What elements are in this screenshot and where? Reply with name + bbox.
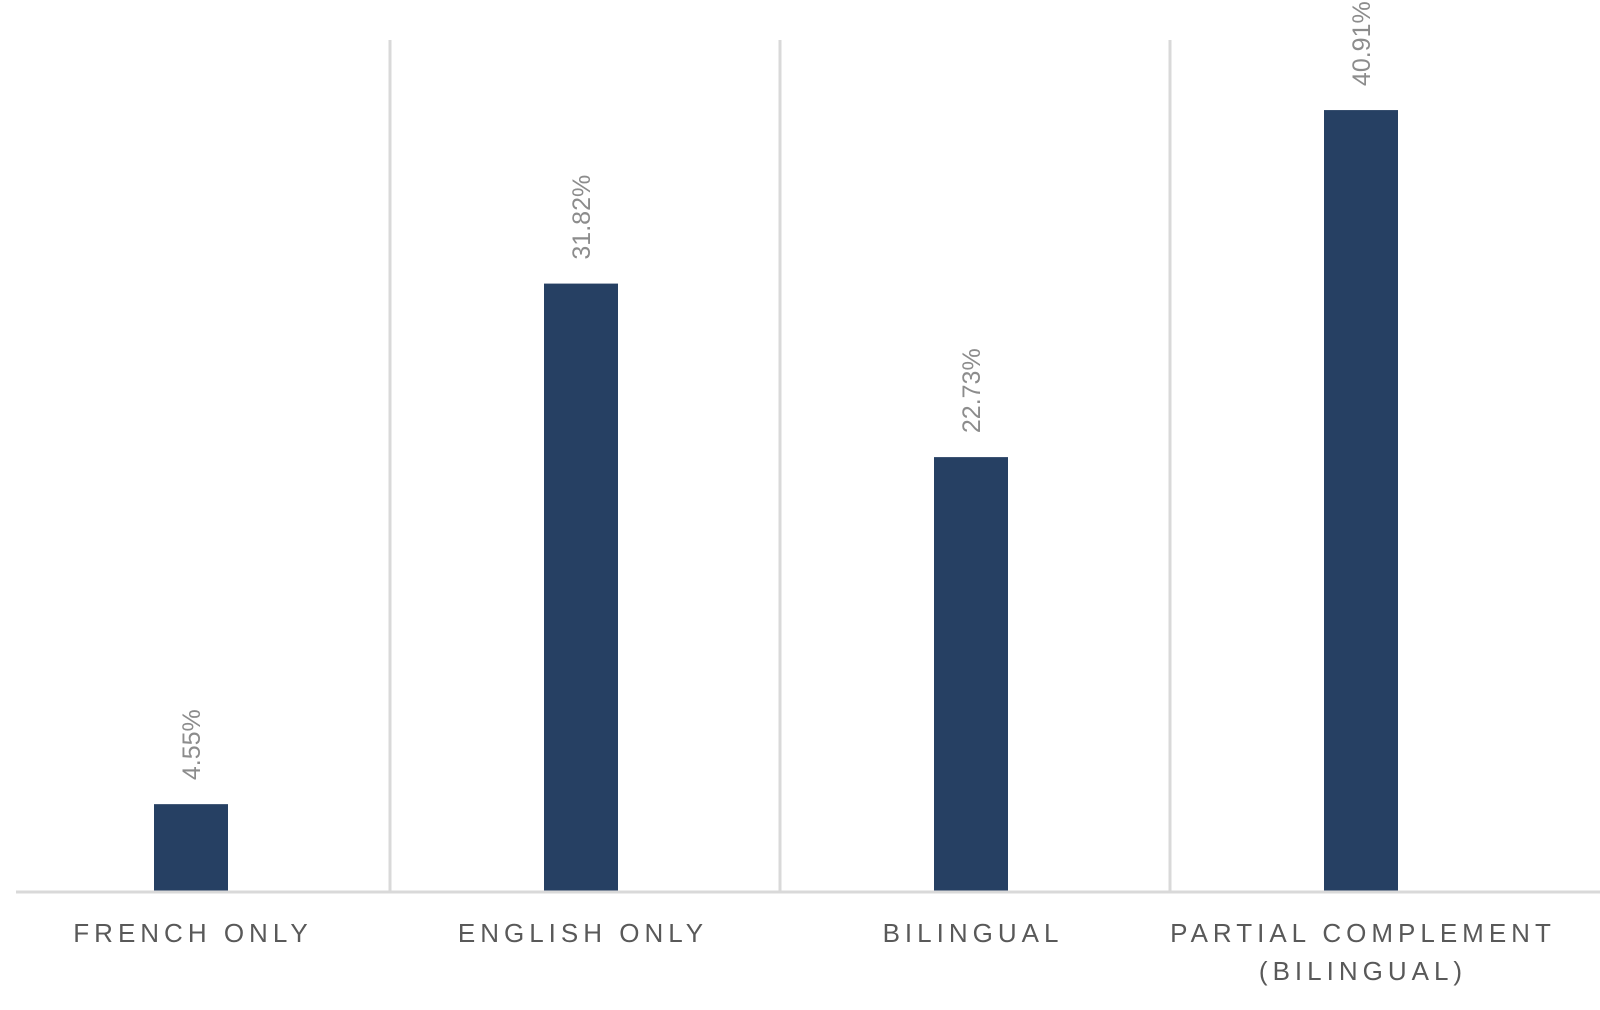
- data-labels: 4.55% 31.82% 22.73% 40.91%: [178, 1, 1376, 780]
- bar: [154, 804, 228, 891]
- category-label: BILINGUAL: [883, 918, 1064, 948]
- data-label: 31.82%: [568, 175, 596, 260]
- category-dividers: [388, 40, 1172, 891]
- bar: [1324, 110, 1398, 892]
- data-label: 40.91%: [1348, 1, 1376, 86]
- data-label: 22.73%: [958, 348, 986, 433]
- category-label: ENGLISH ONLY: [458, 918, 708, 948]
- bar: [544, 283, 618, 891]
- category-label: PARTIAL COMPLEMENT: [1170, 918, 1556, 948]
- category-label: (BILINGUAL): [1259, 956, 1467, 986]
- bar: [934, 457, 1008, 891]
- data-label: 4.55%: [178, 709, 206, 780]
- category-labels: FRENCH ONLY ENGLISH ONLY BILINGUAL PARTIAL …: [73, 918, 1556, 986]
- bars: [154, 110, 1398, 892]
- category-label: FRENCH ONLY: [73, 918, 312, 948]
